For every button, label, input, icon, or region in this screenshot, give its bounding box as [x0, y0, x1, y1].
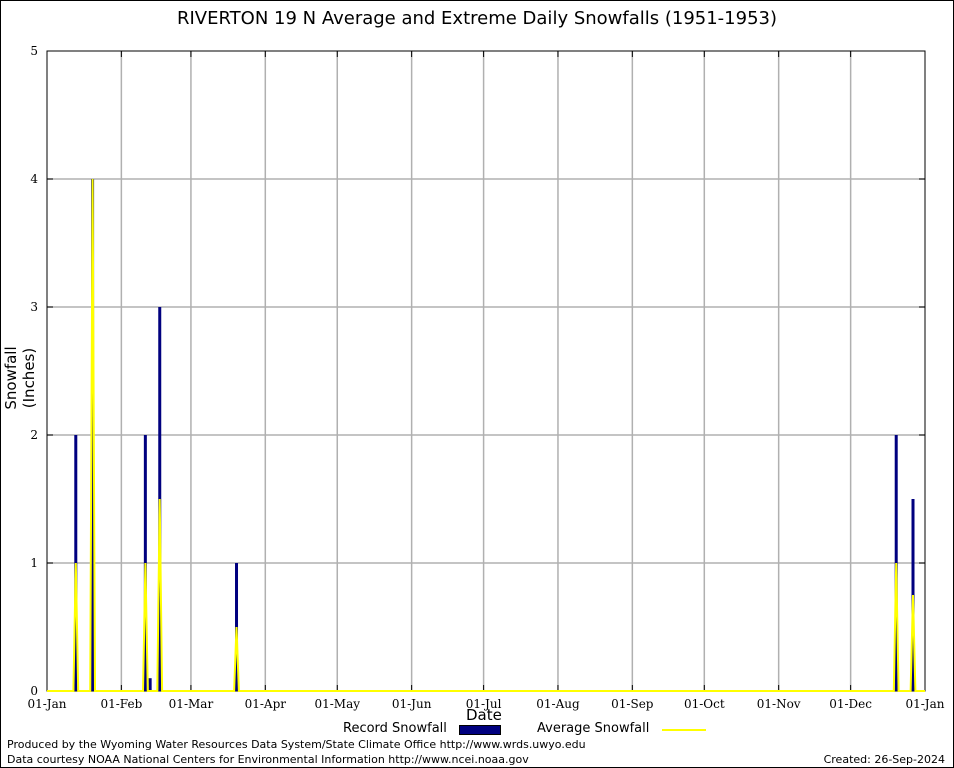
legend-average-label: Average Snowfall	[537, 721, 650, 736]
y-axis-label: Snowfall (Inches)	[2, 346, 38, 410]
credit-line-2: Data courtesy NOAA National Centers for …	[7, 753, 529, 766]
y-tick-label: 3	[30, 300, 38, 314]
record-snowfall-bar	[91, 179, 95, 691]
x-tick-label: 01-Apr	[245, 697, 287, 711]
x-tick-label: 01-Nov	[757, 697, 801, 711]
chart-title: RIVERTON 19 N Average and Extreme Daily …	[176, 8, 778, 29]
record-snowfall-bar	[148, 678, 152, 691]
legend-average-swatch	[662, 729, 706, 731]
y-tick-label: 1	[30, 556, 38, 570]
y-tick-label: 5	[30, 44, 38, 58]
x-tick-label: 01-Aug	[536, 697, 580, 711]
credit-line-1: Produced by the Wyoming Water Resources …	[7, 738, 586, 751]
legend-record-swatch	[459, 725, 501, 735]
x-tick-label: 01-Jan	[27, 697, 66, 711]
created-date: Created: 26-Sep-2024	[823, 753, 945, 766]
average-snowfall-line	[47, 178, 925, 692]
x-axis-label: Date	[466, 706, 502, 724]
x-tick-label: 01-Sep	[611, 697, 654, 711]
x-tick-label: 01-Jan	[905, 697, 944, 711]
plot-area-border	[46, 50, 926, 692]
x-tick-label: 01-Mar	[169, 697, 214, 711]
x-tick-label: 01-Feb	[100, 697, 142, 711]
x-tick-label: 01-Oct	[684, 697, 725, 711]
x-tick-label: 01-Jul	[466, 697, 502, 711]
y-tick-label: 2	[30, 428, 38, 442]
x-tick-label: 01-May	[314, 697, 360, 711]
y-tick-label: 4	[30, 172, 38, 186]
legend-record-label: Record Snowfall	[343, 721, 447, 736]
x-tick-label: 01-Jun	[392, 697, 432, 711]
y-tick-label: 0	[30, 684, 38, 698]
x-tick-label: 01-Dec	[829, 697, 872, 711]
